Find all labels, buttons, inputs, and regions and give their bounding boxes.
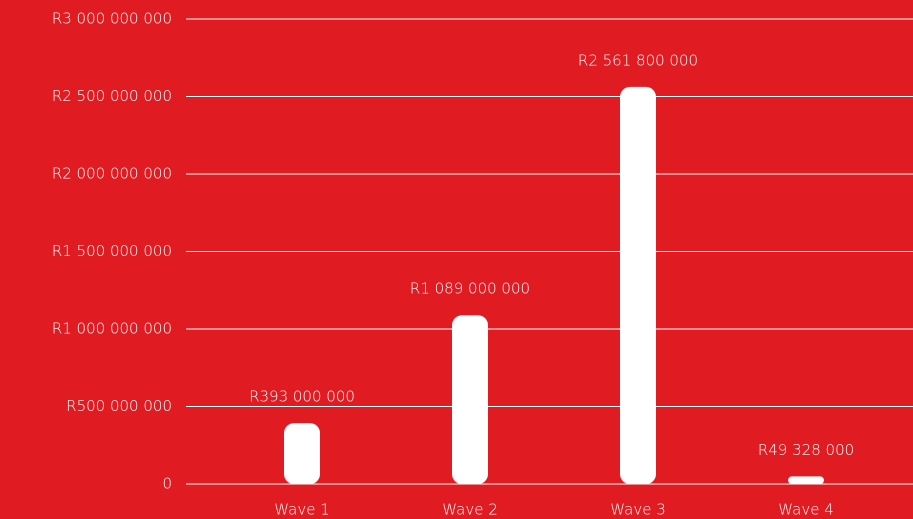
y-tick-label: R3 000 000 000: [52, 10, 172, 28]
bar: [620, 86, 656, 485]
value-label: R49 328 000: [758, 441, 854, 459]
y-tick-label: R2 000 000 000: [52, 165, 172, 183]
x-tick-label: Wave 2: [442, 501, 497, 519]
bar: [284, 423, 320, 484]
value-label: R2 561 800 000: [578, 51, 698, 69]
value-label: R393 000 000: [249, 388, 355, 406]
bar: [452, 315, 488, 484]
y-tick-label: 0: [162, 475, 172, 493]
x-tick-label: Wave 4: [778, 501, 833, 519]
y-tick-label: R2 500 000 000: [52, 87, 172, 105]
x-tick-label: Wave 1: [274, 501, 329, 519]
y-tick-label: R1 500 000 000: [52, 242, 172, 260]
bar: [788, 476, 824, 484]
y-tick-label: R500 000 000: [66, 397, 172, 415]
x-tick-label: Wave 3: [610, 501, 665, 519]
y-tick-label: R1 000 000 000: [52, 320, 172, 338]
value-label: R1 089 000 000: [410, 280, 530, 298]
